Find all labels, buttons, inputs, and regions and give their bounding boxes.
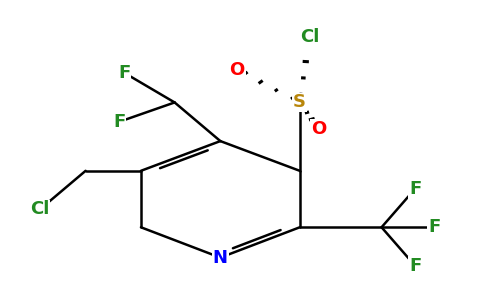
Text: S: S (293, 93, 306, 111)
Text: F: F (409, 180, 422, 198)
Text: Cl: Cl (30, 200, 49, 218)
Text: O: O (229, 61, 245, 79)
Text: O: O (311, 120, 327, 138)
Text: F: F (113, 113, 125, 131)
Text: N: N (213, 249, 228, 267)
Text: F: F (118, 64, 130, 82)
Text: Cl: Cl (300, 28, 319, 46)
Text: F: F (409, 257, 422, 275)
Text: F: F (428, 218, 440, 236)
